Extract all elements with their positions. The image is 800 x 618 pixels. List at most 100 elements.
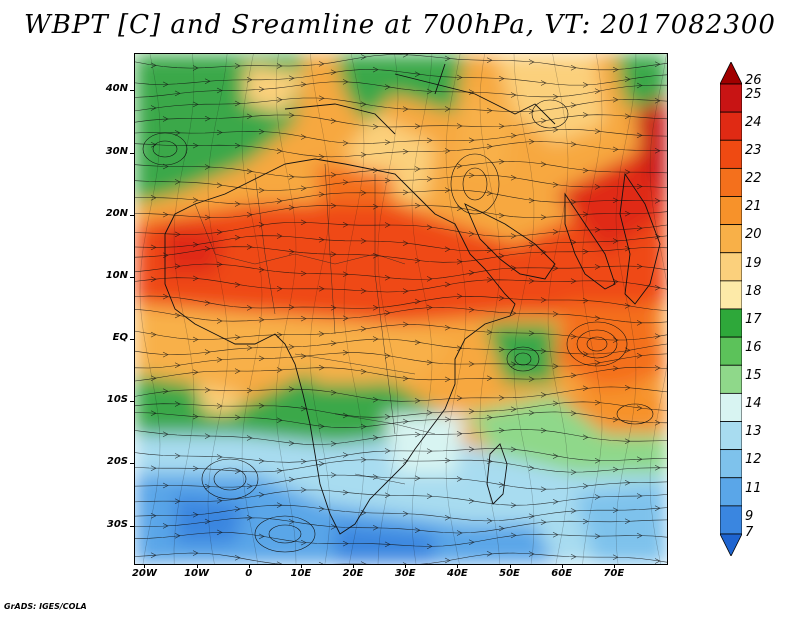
streamline-arrow (384, 84, 391, 90)
streamline-arrow (528, 197, 535, 204)
streamline-arrow (612, 365, 619, 372)
streamline (135, 448, 667, 463)
streamline-arrow (216, 87, 223, 94)
streamline-arrow (216, 356, 223, 363)
streamline-arrow (444, 557, 451, 564)
streamline-arrow (360, 54, 367, 60)
streamline-arrow (402, 288, 409, 294)
streamline-arrow (540, 392, 547, 398)
streamline-arrow (528, 513, 535, 520)
streamline-arrow (414, 475, 421, 481)
streamline-arrow (318, 61, 325, 67)
streamline-arrow (246, 345, 253, 351)
streamline-arrow (258, 491, 265, 498)
streamline-arrow (258, 267, 265, 273)
streamline-arrow (258, 317, 265, 323)
colorbar-box (720, 336, 742, 366)
colorbar (720, 62, 742, 556)
streamline-arrow (192, 413, 199, 420)
lon-tick (509, 564, 511, 568)
streamline (207, 54, 229, 564)
streamline (135, 504, 667, 522)
streamline-arrow (486, 143, 493, 150)
streamline-arrow (234, 334, 241, 340)
streamline (135, 205, 667, 218)
streamline (173, 54, 195, 564)
streamline (135, 352, 667, 369)
streamline-arrow (498, 427, 505, 434)
streamline-arrow (204, 433, 211, 439)
streamline-arrow (384, 414, 391, 420)
streamline-arrow (360, 510, 367, 516)
streamline (135, 263, 667, 280)
streamline-arrow (402, 321, 409, 328)
streamline-arrow (258, 128, 265, 135)
streamline-arrow (624, 245, 631, 252)
streamline-arrow (402, 106, 409, 112)
streamline-arrow (234, 281, 241, 288)
colorbar-label: 12 (745, 452, 762, 468)
streamline-arrow (384, 222, 391, 228)
colorbar-top-arrow (720, 62, 742, 85)
streamline-arrow (150, 244, 157, 251)
streamline-arrow (246, 387, 253, 394)
streamline-arrow (318, 331, 325, 337)
streamline-arrow (552, 363, 559, 369)
streamline-arrow (402, 189, 409, 196)
streamline-arrow (612, 554, 619, 560)
streamline-arrow (594, 315, 601, 321)
colorbar-box (720, 83, 742, 113)
streamline-arrow (150, 276, 157, 282)
streamline-arrow (330, 440, 337, 447)
streamline-arrow (372, 123, 379, 130)
streamline-arrow (342, 315, 349, 322)
lon-label: 0 (245, 568, 253, 579)
streamline-arrow (192, 241, 199, 248)
streamline (135, 129, 667, 144)
streamline-arrow (360, 238, 367, 244)
streamline-arrow (234, 201, 241, 207)
colorbar-box (720, 421, 742, 451)
streamline-arrow (204, 164, 211, 170)
streamline-arrow (276, 417, 283, 423)
streamline-arrow (654, 147, 661, 154)
streamline-arrow (456, 345, 463, 351)
lat-label: 20N (105, 207, 128, 219)
streamline-arrow (342, 271, 349, 278)
streamline-arrow (300, 458, 307, 465)
streamline-arrow (594, 128, 601, 135)
streamline-arrow (456, 123, 463, 129)
streamline-arrow (204, 387, 211, 393)
streamline-arrow (162, 293, 169, 300)
streamline-arrow (594, 457, 601, 464)
streamline-arrow (372, 474, 379, 480)
streamline-arrow (528, 376, 535, 382)
streamline-arrow (384, 275, 391, 281)
lat-label: 10N (105, 269, 128, 281)
streamline-arrow (402, 418, 409, 425)
streamline-arrow (528, 108, 535, 115)
colorbar-label: 22 (745, 171, 762, 187)
streamline-arrow (192, 369, 199, 375)
streamline-arrow (174, 130, 181, 136)
streamline (135, 411, 667, 428)
streamline-arrow (288, 344, 295, 350)
streamline-arrow (498, 123, 505, 130)
streamline-arrow (234, 234, 241, 241)
streamline-arrow (174, 90, 181, 97)
streamline-arrow (654, 465, 661, 471)
streamline-arrow (570, 469, 577, 475)
streamline-arrow (540, 519, 547, 525)
streamline-arrow (570, 64, 577, 71)
streamline-arrow (150, 194, 157, 201)
lon-tick (561, 564, 563, 568)
streamline-arrow (540, 348, 547, 354)
streamline-arrow (360, 368, 367, 375)
streamline-arrow (444, 514, 451, 521)
streamline (135, 401, 667, 418)
streamline-arrow (612, 337, 619, 343)
streamline-arrow (414, 166, 421, 172)
streamline-arrow (288, 476, 295, 483)
streamline-arrow (234, 63, 241, 69)
streamline-arrow (624, 518, 631, 525)
